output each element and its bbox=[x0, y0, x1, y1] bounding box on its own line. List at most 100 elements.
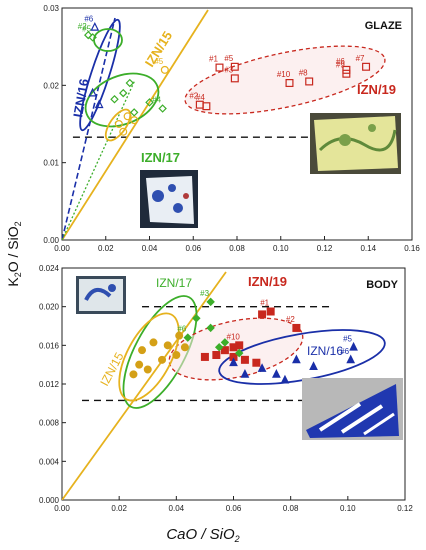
body-izn19-point bbox=[235, 341, 244, 350]
body-izn19-point bbox=[200, 352, 209, 361]
glaze-izn19-point-label: #4 bbox=[196, 93, 205, 102]
body-izn19-point bbox=[266, 307, 275, 316]
body-sample-photo-stripes bbox=[302, 378, 403, 440]
glaze-data-points bbox=[84, 21, 371, 136]
body-izn16-point bbox=[280, 374, 290, 384]
glaze-izn17-point bbox=[110, 95, 119, 104]
body-izn19-point-label: #2 bbox=[286, 315, 295, 324]
glaze-izn17-point bbox=[145, 98, 154, 107]
glaze-izn17-point-label: #5 bbox=[82, 24, 91, 33]
glaze-izn16-point bbox=[88, 87, 97, 97]
izn16-trend-line bbox=[62, 17, 116, 240]
izn15-body-ellipse bbox=[118, 312, 180, 402]
glaze-sample-photo-blue bbox=[140, 170, 198, 228]
body-izn16-point bbox=[346, 354, 356, 364]
glaze-izn17-point bbox=[84, 30, 93, 40]
body-izn15-point bbox=[129, 370, 138, 379]
glaze-x-tick-label: 0.10 bbox=[273, 244, 289, 253]
body-izn19-point bbox=[212, 351, 221, 360]
glaze-izn19-point bbox=[215, 63, 224, 72]
glaze-izn15-point bbox=[160, 65, 169, 74]
izn19-glaze-label: IZN/19 bbox=[357, 82, 396, 97]
glaze-y-ticks: 0.00 0.01 0.02 0.03 bbox=[43, 4, 66, 245]
body-izn16-point bbox=[229, 357, 238, 367]
body-x-tick-label: 0.12 bbox=[397, 504, 413, 513]
glaze-izn19-point bbox=[305, 77, 314, 86]
body-izn15-point bbox=[172, 351, 181, 360]
body-izn17-point bbox=[192, 314, 201, 323]
y-label-k: K bbox=[5, 277, 21, 287]
glaze-izn19-point bbox=[362, 62, 371, 71]
body-x-tick-label: 0.10 bbox=[340, 504, 356, 513]
glaze-x-tick-label: 0.08 bbox=[229, 244, 245, 253]
glaze-x-tick-label: 0.14 bbox=[360, 244, 376, 253]
glaze-y-tick-label: 0.01 bbox=[43, 159, 59, 168]
body-izn17-point bbox=[220, 338, 230, 347]
svg-text:K2O / SiO2: K2O / SiO2 bbox=[5, 221, 23, 286]
glaze-x-ticks: 0.00 0.02 0.04 0.06 0.08 0.10 0.12 0.14 0.16 bbox=[54, 236, 420, 253]
glaze-izn19-point bbox=[202, 102, 211, 111]
glaze-sample-photo-yellow bbox=[310, 113, 401, 174]
glaze-panel: 0.00 0.02 0.04 0.06 0.08 0.10 0.12 0.14 0.16 0.0… bbox=[43, 4, 420, 253]
glaze-izn15-point bbox=[130, 116, 139, 125]
body-sample-photo-tile bbox=[76, 276, 126, 314]
glaze-izn19-point bbox=[230, 62, 239, 71]
body-x-tick-label: 0.00 bbox=[54, 504, 70, 513]
glaze-x-tick-label: 0.12 bbox=[317, 244, 333, 253]
body-x-tick-label: 0.02 bbox=[111, 504, 127, 513]
body-x-tick-label: 0.08 bbox=[283, 504, 299, 513]
izn17-body-label: IZN/17 bbox=[156, 276, 192, 290]
x-label-main: CaO / SiO bbox=[166, 526, 235, 543]
body-izn15-point bbox=[138, 346, 147, 355]
body-x-ticks: 0.00 0.02 0.04 0.06 0.08 0.10 0.12 bbox=[54, 496, 413, 513]
body-izn19-point-label: #10 bbox=[227, 332, 241, 341]
body-izn15-point bbox=[180, 343, 189, 352]
body-izn17-point bbox=[234, 348, 244, 358]
body-izn17-point bbox=[214, 343, 224, 352]
body-y-tick-label: 0.008 bbox=[39, 419, 60, 428]
body-izn17-point bbox=[206, 297, 215, 307]
body-izn19-point bbox=[240, 355, 249, 364]
glaze-plot-area: #1#2#3#4#5 #6 #7#8#9#10#6#2#5#4#5 bbox=[62, 9, 386, 240]
body-izn17-point bbox=[183, 333, 193, 342]
body-izn15-point bbox=[158, 355, 167, 364]
glaze-izn19-point-label: #6 bbox=[336, 57, 345, 66]
glaze-izn19-point-label: #3 bbox=[224, 65, 233, 74]
body-title: BODY bbox=[366, 279, 398, 291]
glaze-x-tick-label: 0.04 bbox=[142, 244, 158, 253]
glaze-x-tick-label: 0.06 bbox=[185, 244, 201, 253]
body-y-tick-label: 0.012 bbox=[39, 380, 60, 389]
body-izn15-point bbox=[163, 341, 172, 350]
body-izn16-point-label: #5 bbox=[343, 334, 352, 343]
body-izn15-point bbox=[143, 365, 152, 374]
izn19-body-label: IZN/19 bbox=[248, 274, 287, 289]
izn16-glaze-label: IZN/16 bbox=[70, 77, 92, 118]
y-label-sub2: 2 bbox=[13, 221, 23, 226]
glaze-izn15-point-label: #5 bbox=[154, 57, 163, 66]
body-izn19-point bbox=[292, 323, 301, 332]
glaze-izn17-point-label: #4 bbox=[152, 96, 161, 105]
glaze-point-labels: #1#2#3#4#5 #6 #7#8#9#10#6#2#5#4#5 bbox=[78, 14, 365, 104]
glaze-izn19-point-label: #1 bbox=[209, 55, 218, 64]
body-izn17-point bbox=[206, 323, 215, 333]
glaze-izn15-point bbox=[114, 119, 123, 128]
glaze-y-tick-label: 0.03 bbox=[43, 4, 59, 13]
glaze-izn17-point-label: #2 bbox=[78, 22, 87, 31]
body-izn17-point-label: #6 bbox=[177, 325, 186, 334]
body-panel: 0.00 0.02 0.04 0.06 0.08 0.10 0.12 0.0000.0040… bbox=[39, 264, 413, 513]
glaze-izn19-point-label: #7 bbox=[356, 54, 365, 63]
body-izn16-point bbox=[240, 368, 250, 378]
body-point-labels: #1 #2 #10 #5 #6 #3 #6 bbox=[177, 289, 352, 356]
body-izn16-point bbox=[292, 354, 301, 364]
body-x-tick-label: 0.04 bbox=[169, 504, 185, 513]
glaze-izn17-point bbox=[119, 88, 128, 98]
glaze-x-tick-label: 0.02 bbox=[98, 244, 114, 253]
glaze-izn17-point bbox=[125, 78, 135, 88]
glaze-izn15-point bbox=[119, 127, 128, 136]
y-label-sub1: 2 bbox=[13, 272, 23, 277]
glaze-izn19-point-label: #10 bbox=[277, 70, 291, 79]
glaze-izn19-point-label: #8 bbox=[299, 68, 308, 77]
glaze-title: GLAZE bbox=[365, 20, 402, 32]
x-label-sub: 2 bbox=[234, 534, 240, 544]
